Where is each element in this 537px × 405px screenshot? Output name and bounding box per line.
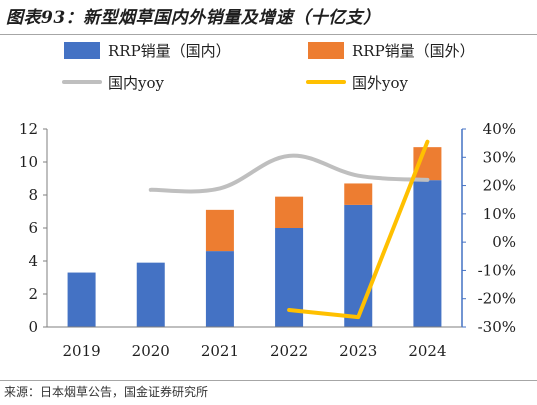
legend-label: RRP销量（国外） <box>352 42 475 60</box>
right-axis-tick-label: 30% <box>483 148 516 166</box>
x-axis-tick-label: 2021 <box>201 342 239 360</box>
legend-item: 国外yoy <box>306 74 409 92</box>
title-divider <box>0 34 537 35</box>
legend-label: 国内yoy <box>108 74 165 92</box>
bar-domestic-2020 <box>136 262 165 327</box>
legend-label: RRP销量（国内） <box>108 42 231 60</box>
bar-domestic-2024 <box>413 180 442 327</box>
bar-domestic-2023 <box>344 204 373 327</box>
right-axis-tick-label: 40% <box>483 120 516 138</box>
bar-overseas-2022 <box>275 196 304 228</box>
x-axis-tick-label: 2024 <box>408 342 446 360</box>
footer-divider <box>0 380 537 381</box>
right-axis-tick-label: -20% <box>478 290 516 308</box>
left-axis-tick-label: 6 <box>28 219 38 237</box>
legend-swatch <box>64 42 100 59</box>
line-overseas-yoy <box>287 139 430 320</box>
right-axis-tick-label: 20% <box>483 177 516 195</box>
x-axis-tick-label: 2022 <box>270 342 308 360</box>
right-axis-tick-label: -30% <box>478 318 516 336</box>
left-axis-tick-label: 0 <box>28 318 38 336</box>
chart-title: 图表93：新型烟草国内外销量及增速（十亿支） <box>6 8 381 28</box>
line-series <box>148 139 430 320</box>
left-axis-tick-label: 10 <box>19 153 38 171</box>
source-note: 来源：日本烟草公告，国金证券研究所 <box>4 385 209 399</box>
right-axis-tick-label: -10% <box>478 261 516 279</box>
x-axis-tick-label: 2023 <box>339 342 377 360</box>
left-axis-tick-label: 12 <box>19 120 38 138</box>
left-axis-tick-label: 8 <box>28 186 38 204</box>
left-axis-tick-label: 4 <box>28 252 38 270</box>
legend-item: RRP销量（国外） <box>308 42 475 60</box>
bar-overseas-2021 <box>205 209 234 252</box>
axes: 0 2 4 6 8 10 12 -30% -20% -10% 0% 10% 20% 30% 40% 2019 2… <box>19 120 516 360</box>
legend-label: 国外yoy <box>352 74 409 92</box>
x-axis-tick-label: 2019 <box>62 342 100 360</box>
right-axis-tick-label: 0% <box>492 233 516 251</box>
bar-domestic-2021 <box>205 251 234 327</box>
line-domestic-yoy <box>148 153 430 194</box>
left-axis-tick-label: 2 <box>28 285 38 303</box>
legend-item: 国内yoy <box>62 74 165 92</box>
legend-item: RRP销量（国内） <box>64 42 231 60</box>
bar-domestic-2019 <box>67 272 96 327</box>
right-axis-tick-label: 10% <box>483 205 516 223</box>
x-axis-tick-label: 2020 <box>132 342 170 360</box>
combo-chart: RRP销量（国内） RRP销量（国外） 国内yoy 国外yoy 0 2 4 6 8 10 12 -3… <box>19 42 516 360</box>
legend-swatch <box>308 42 344 59</box>
legend: RRP销量（国内） RRP销量（国外） 国内yoy 国外yoy <box>62 42 475 92</box>
bar-overseas-2023 <box>344 183 373 205</box>
bar-series <box>67 147 442 327</box>
